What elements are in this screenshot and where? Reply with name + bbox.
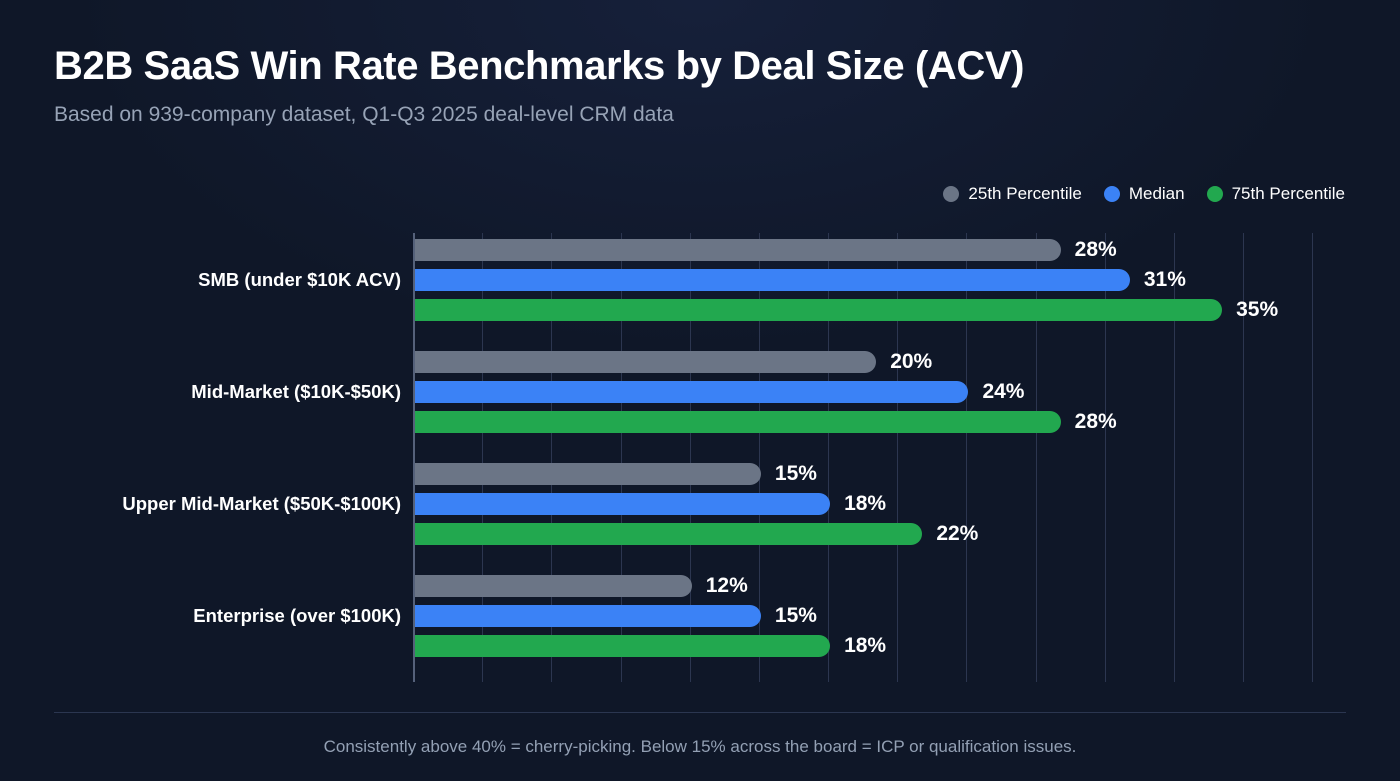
gridline [1243,233,1245,682]
bar-row: 31% [415,268,1347,291]
category-label: Mid-Market ($10K-$50K) [191,381,401,402]
bar[interactable] [415,239,1061,261]
bar-value-label: 22% [936,522,979,545]
bar-row: 20% [415,350,1347,373]
bar-value-label: 20% [890,350,933,373]
gridline [620,233,622,682]
bar-row: 28% [415,238,1347,261]
bar-row: 35% [415,298,1347,321]
y-axis-line [413,233,415,682]
gridline [1104,233,1106,682]
bar-row: 15% [415,462,1347,485]
gridline [1173,233,1175,682]
bar-row: 24% [415,380,1347,403]
category-label: SMB (under $10K ACV) [198,269,401,290]
bar-group: Upper Mid-Market ($50K-$100K) 15% 18% 22% [122,462,1347,545]
legend-dot-icon [1206,186,1223,202]
bar-group: Enterprise (over $100K) 12% 15% 18% [193,574,1347,657]
gridline [897,233,899,682]
legend-item[interactable]: Median [1103,184,1185,204]
gridline [1035,233,1037,682]
legend-dot-icon [1103,186,1120,202]
gridline [689,233,691,682]
bar-value-label: 28% [1074,410,1117,433]
page-subtitle: Based on 939-company dataset, Q1-Q3 2025… [54,103,674,126]
legend-item[interactable]: 25th Percentile [943,184,1082,204]
gridline [551,233,553,682]
bar[interactable] [415,605,761,627]
bar-value-label: 24% [982,380,1025,403]
category-label: Enterprise (over $100K) [193,605,401,626]
bar-row: 15% [415,604,1347,627]
bar[interactable] [415,463,761,485]
gridline [966,233,968,682]
bar[interactable] [415,635,831,657]
legend-item-label: Median [1128,184,1185,203]
category-label: Upper Mid-Market ($50K-$100K) [122,493,401,514]
bar-row: 18% [415,492,1347,515]
bar[interactable] [415,299,1223,321]
gridline [1312,233,1314,682]
plot-area: SMB (under $10K ACV) 28% 31% 35% Mid-Market … [122,233,1347,682]
bar-value-label: 35% [1236,298,1279,321]
footer-divider [54,712,1346,713]
bar[interactable] [415,575,692,597]
bar-value-label: 15% [774,462,817,485]
bar-row: 22% [415,522,1347,545]
bar-value-label: 28% [1074,238,1117,261]
bar[interactable] [415,493,831,515]
bar-row: 28% [415,410,1347,433]
bar-value-label: 15% [774,604,817,627]
gridline [482,233,484,682]
bar[interactable] [415,269,1130,291]
chart-legend: 25th Percentile Median 75th Percentile [943,184,1345,204]
legend-dot-icon [943,186,960,202]
legend-item-label: 25th Percentile [968,184,1082,203]
bar-value-label: 12% [705,574,748,597]
bar-value-label: 18% [844,492,887,515]
bar-group: Mid-Market ($10K-$50K) 20% 24% 28% [191,350,1347,433]
footer-note: Consistently above 40% = cherry-picking.… [323,737,1077,756]
bar-row: 18% [415,634,1347,657]
bar-group: SMB (under $10K ACV) 28% 31% 35% [198,238,1347,321]
gridline [828,233,830,682]
bar-value-label: 31% [1143,268,1186,291]
bar-row: 12% [415,574,1347,597]
bar[interactable] [415,351,877,373]
legend-item-label: 75th Percentile [1231,184,1345,203]
gridline [758,233,760,682]
legend-item[interactable]: 75th Percentile [1206,184,1345,204]
chart-header: B2B SaaS Win Rate Benchmarks by Deal Siz… [54,44,1354,127]
page-title: B2B SaaS Win Rate Benchmarks by Deal Siz… [54,44,1025,88]
bar-value-label: 18% [844,634,887,657]
bar[interactable] [415,523,923,545]
bar[interactable] [415,381,969,403]
bar[interactable] [415,411,1061,433]
